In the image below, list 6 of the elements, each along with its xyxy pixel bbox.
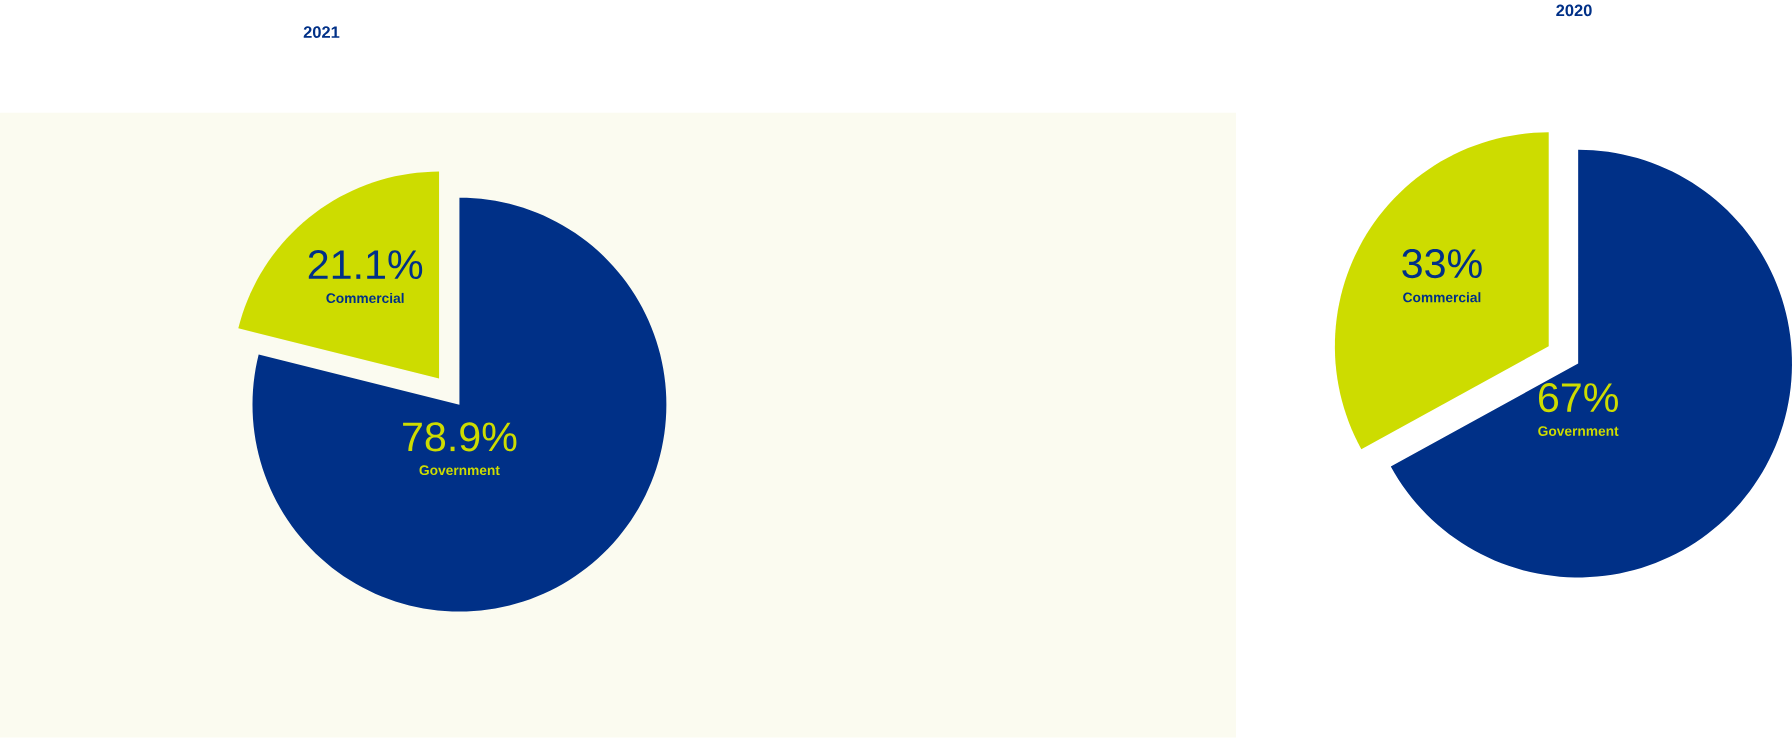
chart-title: 2020 <box>1556 4 1592 17</box>
data-label: 33% <box>1402 249 1482 279</box>
data-label: 78.9% <box>403 422 517 452</box>
data-label: 21.1% <box>308 250 423 280</box>
chart-title: 2021 <box>303 26 340 39</box>
data-label: 67% <box>1538 383 1618 413</box>
